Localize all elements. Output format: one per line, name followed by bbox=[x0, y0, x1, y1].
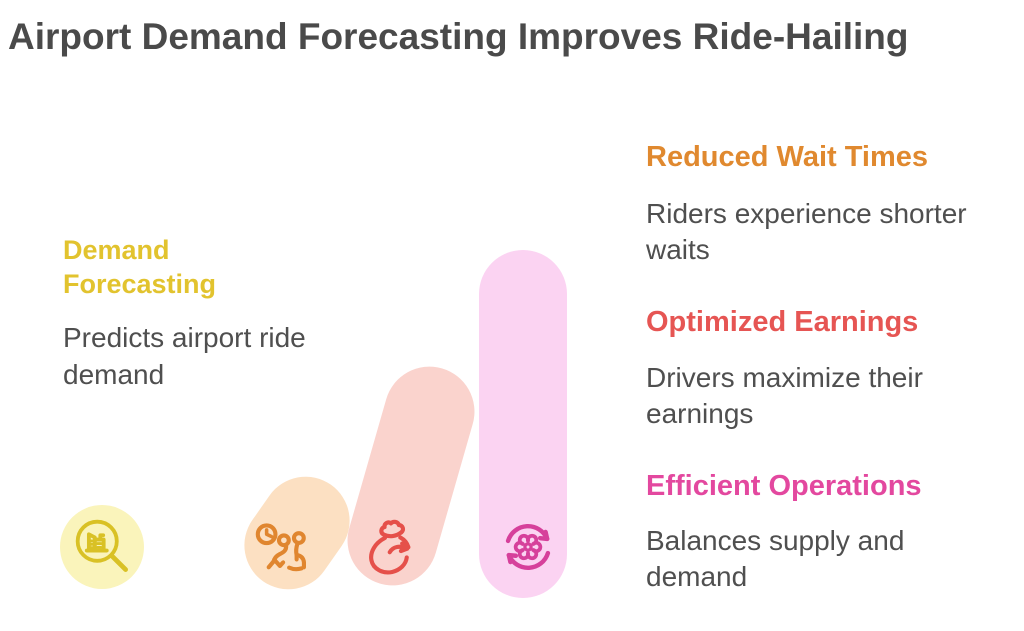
benefit-heading-optimized-earnings: Optimized Earnings bbox=[646, 306, 919, 338]
money-bag-arrow-icon bbox=[365, 516, 419, 581]
benefit-description-efficient-operations: Balances supply and demand bbox=[646, 525, 905, 593]
benefit-description-optimized-earnings: Drivers maximize their earnings bbox=[646, 362, 923, 430]
page-title: Airport Demand Forecasting Improves Ride… bbox=[8, 16, 909, 57]
demand-forecasting-heading: Demand Forecasting bbox=[63, 235, 217, 300]
benefit-heading-reduced-wait-times: Reduced Wait Times bbox=[646, 141, 929, 173]
operations-pill bbox=[479, 250, 567, 598]
gear-sync-icon bbox=[497, 516, 559, 578]
demand-forecasting-description: Predicts airport ride demand bbox=[63, 322, 306, 390]
magnifier-chart-icon bbox=[71, 515, 133, 577]
benefit-heading-efficient-operations: Efficient Operations bbox=[646, 470, 922, 502]
benefit-description-reduced-wait-times: Riders experience shorter waits bbox=[646, 198, 967, 266]
clock-people-icon bbox=[253, 520, 317, 580]
